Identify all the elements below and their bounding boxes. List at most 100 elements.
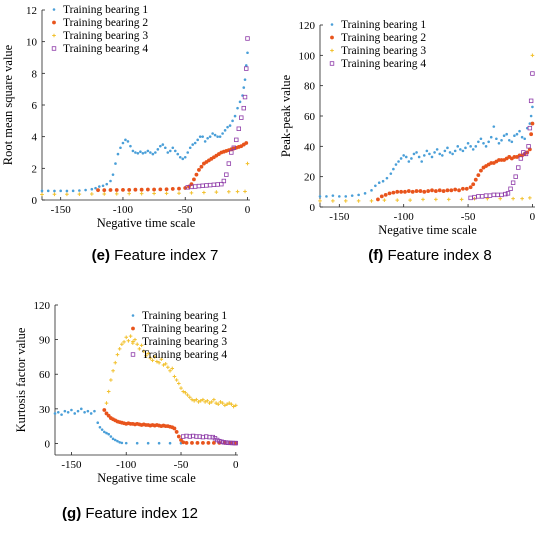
point-e-0-64 — [236, 106, 239, 110]
point-f-1-24 — [468, 185, 473, 190]
point-e-2-16 — [235, 189, 240, 194]
point-f-0-28 — [428, 152, 431, 156]
point-f-0-67 — [528, 122, 532, 125]
point-g-0-12 — [93, 409, 96, 413]
point-g-0-23 — [118, 441, 121, 444]
point-e-1-16 — [189, 182, 194, 187]
point-f-2-3 — [356, 199, 361, 203]
point-e-0-55 — [213, 133, 217, 137]
point-f-2-4 — [369, 199, 374, 203]
point-g-1-34 — [176, 434, 181, 439]
legend-marker-f-2 — [330, 48, 334, 53]
legend-label-e-2: Training bearing 3 — [63, 30, 148, 42]
point-f-3-19 — [527, 125, 533, 131]
y-tick-label-e-1: 2 — [32, 163, 38, 175]
x-tick-label-f-1: -100 — [394, 211, 415, 223]
point-g-2-30 — [170, 366, 175, 371]
y-tick-label-g-2: 60 — [39, 369, 51, 381]
legend-marker-g-1 — [131, 326, 135, 331]
point-g-1-39 — [195, 440, 200, 445]
point-g-2-29 — [168, 368, 172, 373]
point-f-0-65 — [523, 137, 527, 141]
point-e-0-7 — [84, 188, 87, 192]
point-g-0-14 — [98, 426, 102, 429]
point-f-3-9 — [503, 191, 508, 197]
point-e-0-39 — [173, 149, 177, 153]
point-g-2-32 — [174, 378, 179, 382]
point-g-2-53 — [220, 401, 225, 405]
point-f-0-54 — [495, 137, 498, 141]
point-e-2-1 — [52, 192, 57, 197]
y-tick-label-e-3: 6 — [32, 100, 38, 112]
point-f-0-5 — [350, 194, 354, 197]
x-tick-label-g-3: 0 — [233, 459, 239, 471]
point-g-0-21 — [113, 438, 117, 442]
point-f-2-18 — [530, 53, 535, 58]
point-f-0-27 — [425, 149, 429, 153]
point-g-2-25 — [159, 357, 164, 362]
point-g-0-18 — [107, 432, 110, 436]
point-e-0-23 — [134, 151, 137, 154]
point-f-2-6 — [395, 198, 400, 202]
point-e-0-47 — [193, 141, 197, 145]
point-f-2-2 — [343, 199, 348, 203]
y-tick-label-f-2: 40 — [304, 141, 316, 153]
point-e-0-54 — [211, 132, 214, 135]
x-tick-label-e-3: 0 — [245, 204, 251, 216]
point-f-2-5 — [382, 198, 387, 202]
point-f-0-19 — [404, 155, 408, 159]
point-f-1-13 — [426, 189, 431, 193]
point-g-2-50 — [214, 401, 218, 405]
point-e-2-4 — [90, 192, 94, 196]
legend-marker-f-3 — [329, 61, 335, 66]
y-tick-label-g-4: 120 — [34, 300, 51, 312]
point-f-2-0 — [318, 199, 322, 203]
point-f-0-56 — [500, 138, 503, 142]
y-tick-label-e-0: 0 — [32, 195, 38, 207]
point-e-0-20 — [126, 140, 130, 143]
point-g-2-38 — [187, 395, 192, 400]
point-g-0-8 — [79, 407, 83, 411]
y-tick-label-f-1: 20 — [304, 172, 316, 184]
point-f-3-8 — [499, 192, 504, 198]
point-e-0-18 — [121, 141, 125, 145]
point-e-3-21 — [245, 36, 250, 41]
point-e-0-67 — [242, 86, 246, 89]
point-g-0-13 — [96, 421, 100, 424]
point-e-0-57 — [218, 135, 222, 138]
point-e-1-5 — [127, 187, 132, 192]
point-e-3-11 — [224, 172, 229, 177]
point-g-2-28 — [166, 365, 170, 370]
point-g-0-25 — [124, 441, 128, 445]
caption-e-text: Feature index 7 — [114, 247, 219, 264]
point-e-0-22 — [131, 149, 135, 153]
legend-label-f-2: Training bearing 3 — [341, 45, 426, 57]
point-f-1-6 — [399, 189, 404, 194]
series-e-0 — [40, 51, 249, 193]
y-tick-label-f-5: 100 — [299, 50, 316, 62]
point-e-3-12 — [226, 161, 232, 166]
point-e-1-7 — [139, 187, 144, 192]
point-f-3-3 — [480, 194, 485, 199]
point-e-0-49 — [198, 135, 202, 138]
point-e-1-1 — [102, 188, 107, 193]
point-e-0-13 — [109, 179, 112, 183]
point-f-1-18 — [445, 188, 450, 193]
point-f-0-0 — [318, 195, 322, 198]
legend-label-g-3: Training bearing 4 — [142, 349, 227, 361]
point-e-0-69 — [244, 64, 248, 67]
x-axis-label-g: Negative time scale — [97, 471, 196, 485]
point-f-3-17 — [523, 151, 529, 157]
point-e-1-4 — [121, 187, 125, 192]
point-g-1-42 — [211, 440, 216, 445]
point-g-2-48 — [209, 400, 214, 404]
point-e-1-0 — [96, 188, 100, 193]
point-f-0-15 — [394, 163, 398, 166]
point-e-0-36 — [166, 151, 170, 154]
point-e-1-12 — [170, 187, 175, 191]
point-f-0-34 — [443, 149, 447, 153]
point-g-2-51 — [216, 402, 221, 407]
point-f-0-30 — [433, 151, 436, 154]
point-e-0-12 — [105, 182, 109, 186]
point-g-2-33 — [177, 381, 181, 386]
